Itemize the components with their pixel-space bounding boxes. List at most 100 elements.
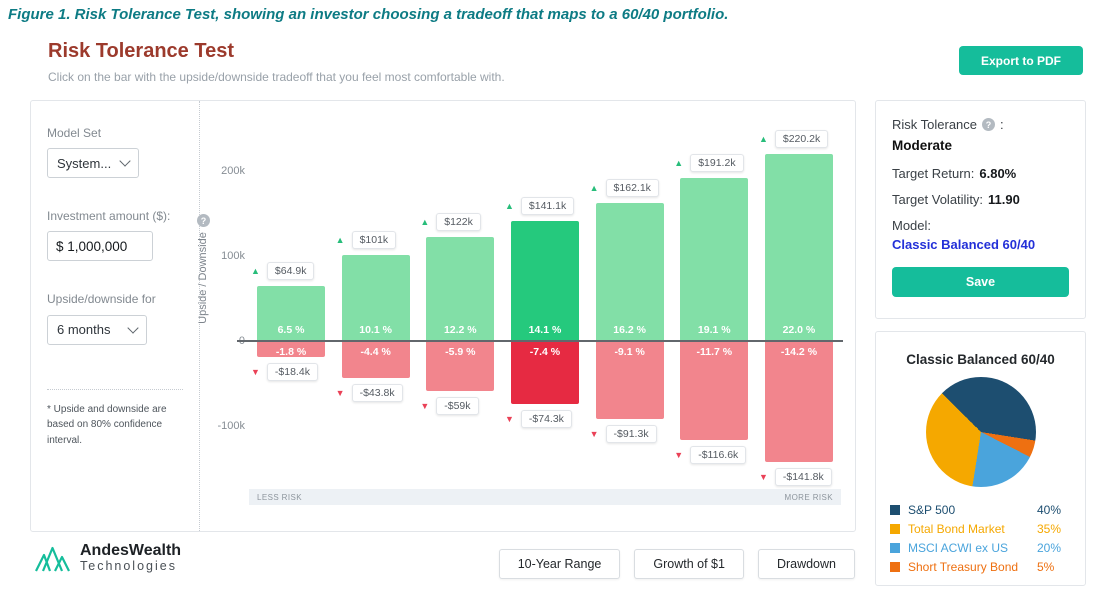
downside-bar[interactable]: -1.8 %	[257, 341, 325, 358]
y-axis-tick: 100k	[221, 250, 245, 262]
model-link[interactable]: Classic Balanced 60/40	[892, 237, 1036, 252]
allocation-pie-chart	[925, 377, 1036, 487]
downside-value-label: -$18.4k	[266, 363, 318, 381]
risk-tolerance-line: Risk Tolerance ? :	[892, 117, 1069, 132]
up-triangle-icon: ▲	[251, 265, 260, 276]
downside-bar[interactable]: -11.7 %	[680, 341, 749, 440]
portfolio-title: Classic Balanced 60/40	[906, 352, 1055, 367]
upside-bar[interactable]: 19.1 %	[680, 178, 749, 341]
downside-bar[interactable]: -9.1 %	[595, 341, 664, 419]
confidence-footnote: * Upside and downside are based on 80% c…	[47, 388, 183, 449]
up-triangle-icon: ▲	[504, 200, 514, 211]
downside-percent-label: -1.8 %	[275, 346, 307, 358]
chart-mode-buttons: 10-Year Range Growth of $1 Drawdown	[498, 549, 855, 579]
down-triangle-icon: ▼	[335, 387, 345, 398]
upside-bar[interactable]: 12.2 %	[426, 237, 495, 341]
model-set-value: System...	[57, 155, 112, 171]
upside-value-callout: ▲ $101k	[336, 231, 397, 249]
downside-value-callout: ▼ -$43.8k	[336, 384, 403, 402]
export-pdf-button[interactable]: Export to PDF	[959, 46, 1083, 75]
andeswealth-logo: AndesWealth Technologies	[34, 542, 181, 574]
chart-bar[interactable]: 6.5 % -1.8 % ▲ $64.9k ▼ -$18.4k	[251, 131, 325, 505]
downside-bar[interactable]: -14.2 %	[764, 341, 833, 462]
legend-item: S&P 500 40%	[890, 503, 1071, 517]
downside-percent-label: -14.2 %	[780, 346, 818, 358]
downside-value-callout: ▼ -$74.3k	[505, 410, 572, 428]
downside-bar[interactable]: -7.4 %	[510, 341, 579, 404]
legend-swatch	[890, 543, 900, 553]
save-button[interactable]: Save	[892, 267, 1069, 297]
growth-of-1-button[interactable]: Growth of $1	[634, 549, 744, 579]
chart-bar[interactable]: 22.0 % -14.2 % ▲ $220.2k ▼ -$141.8k	[759, 130, 833, 505]
model-set-select[interactable]: System...	[47, 148, 139, 179]
legend-value: 20%	[1037, 541, 1062, 555]
target-return-line: Target Return: 6.80%	[892, 166, 1069, 181]
help-icon[interactable]: ?	[982, 118, 996, 131]
legend-swatch	[890, 562, 900, 572]
up-triangle-icon: ▲	[589, 182, 599, 193]
help-icon[interactable]: ?	[196, 214, 210, 228]
downside-value-label: -$43.8k	[351, 384, 403, 402]
downside-percent-label: -9.1 %	[614, 346, 645, 358]
downside-value-label: -$74.3k	[520, 410, 572, 428]
brand-subname: Technologies	[80, 559, 177, 574]
upside-bar[interactable]: 10.1 %	[341, 255, 410, 341]
upside-value-label: $101k	[351, 231, 397, 249]
downside-value-callout: ▼ -$141.8k	[759, 468, 832, 486]
drawdown-button[interactable]: Drawdown	[757, 549, 855, 579]
down-triangle-icon: ▼	[589, 428, 599, 439]
downside-bar[interactable]: -4.4 %	[341, 341, 410, 378]
chart-bar[interactable]: 16.2 % -9.1 % ▲ $162.1k ▼ -$91.3k	[590, 131, 664, 505]
zero-axis-line	[237, 340, 843, 342]
upside-value-callout: ▲ $122k	[420, 213, 481, 231]
downside-percent-label: -5.9 %	[445, 346, 476, 358]
upside-percent-label: 16.2 %	[613, 324, 646, 336]
upside-bar[interactable]: 16.2 %	[595, 203, 664, 341]
upside-value-label: $64.9k	[266, 262, 315, 280]
up-triangle-icon: ▲	[758, 133, 768, 144]
y-axis-tick: -100k	[217, 420, 245, 432]
legend-item: MSCI ACWI ex US 20%	[890, 541, 1071, 555]
legend-label: MSCI ACWI ex US	[908, 541, 1009, 555]
upside-value-label: $220.2k	[774, 130, 829, 148]
upside-bar[interactable]: 6.5 %	[257, 286, 325, 341]
legend-item: Short Treasury Bond 5%	[890, 560, 1071, 574]
down-triangle-icon: ▼	[420, 400, 430, 411]
risk-axis-strip: LESS RISK MORE RISK	[249, 489, 841, 505]
upside-value-callout: ▲ $141.1k	[504, 197, 575, 215]
upside-bar[interactable]: 22.0 %	[764, 154, 833, 341]
upside-value-callout: ▲ $220.2k	[758, 130, 829, 148]
chart-bar[interactable]: 10.1 % -4.4 % ▲ $101k ▼ -$43.8k	[336, 131, 410, 505]
legend-label: S&P 500	[908, 503, 956, 517]
upside-value-callout: ▲ $162.1k	[590, 179, 659, 197]
upside-downside-chart: 6.5 % -1.8 % ▲ $64.9k ▼ -$18.4k 10.1 % -4.4 % ▲ $…	[237, 130, 843, 505]
period-select[interactable]: 6 months	[47, 314, 147, 345]
mountain-icon	[35, 546, 70, 572]
more-risk-label: MORE RISK	[784, 492, 833, 502]
less-risk-label: LESS RISK	[257, 492, 302, 502]
down-triangle-icon: ▼	[674, 449, 684, 460]
legend-item: Total Bond Market 35%	[890, 522, 1071, 536]
up-triangle-icon: ▲	[674, 157, 684, 168]
chart-bar[interactable]: 14.1 % -7.4 % ▲ $141.1k ▼ -$74.3k	[505, 131, 579, 505]
downside-percent-label: -7.4 %	[529, 346, 561, 358]
downside-value-callout: ▼ -$18.4k	[251, 363, 318, 381]
upside-value-label: $191.2k	[690, 154, 744, 172]
downside-bar[interactable]: -5.9 %	[426, 341, 495, 391]
downside-percent-label: -4.4 %	[360, 346, 391, 358]
chart-bar[interactable]: 12.2 % -5.9 % ▲ $122k ▼ -$59k	[420, 131, 495, 505]
up-triangle-icon: ▲	[335, 234, 345, 245]
page-title: Risk Tolerance Test	[48, 40, 234, 62]
model-set-label: Model Set	[47, 126, 102, 140]
upside-bar[interactable]: 14.1 %	[510, 221, 579, 341]
ten-year-range-button[interactable]: 10-Year Range	[498, 549, 621, 579]
upside-value-callout: ▲ $64.9k	[251, 262, 315, 280]
upside-percent-label: 6.5 %	[277, 324, 305, 336]
period-value: 6 months	[57, 322, 111, 338]
figure-caption: Figure 1. Risk Tolerance Test, showing a…	[8, 6, 729, 23]
chart-bar[interactable]: 19.1 % -11.7 % ▲ $191.2k ▼ -$116.6k	[674, 131, 749, 505]
target-return-label: Target Return:	[892, 166, 975, 181]
investment-amount-input[interactable]	[47, 231, 153, 262]
page-subtitle: Click on the bar with the upside/downsid…	[48, 70, 505, 84]
period-label: Upside/downside for	[47, 292, 156, 307]
